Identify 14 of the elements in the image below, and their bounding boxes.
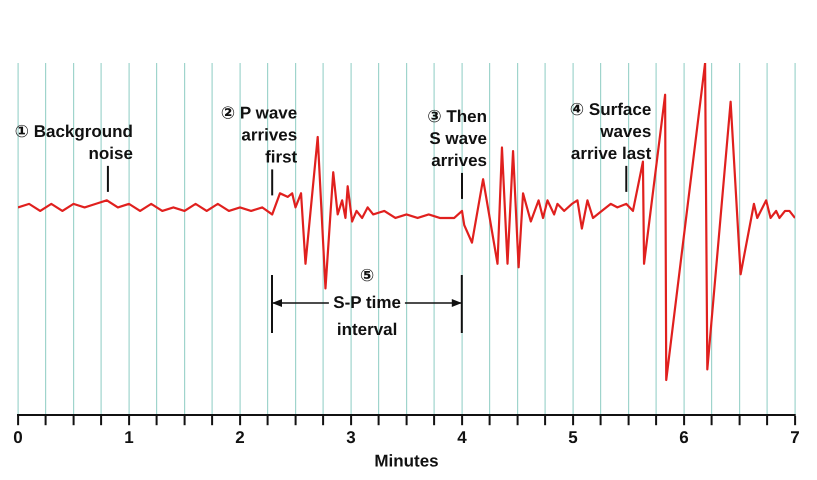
annotation: ② P wave arrives first: [220, 103, 298, 166]
x-tick-label: 4: [457, 428, 468, 448]
annotation: ① Background noise: [14, 122, 133, 163]
x-tick-label: 2: [235, 428, 245, 448]
annotation: ③ Then S wave arrives: [427, 106, 487, 170]
annotation: ④ Surface waves arrive last: [570, 100, 652, 163]
annotation: ⑤ S-P time interval: [333, 266, 401, 339]
x-tick-label: 0: [13, 428, 23, 448]
x-tick-label: 7: [790, 428, 800, 448]
x-axis-title: Minutes: [374, 451, 439, 470]
x-tick-label: 1: [124, 428, 134, 448]
x-tick-label: 6: [679, 428, 689, 448]
x-tick-label: 5: [568, 428, 578, 448]
x-tick-label: 3: [346, 428, 356, 448]
